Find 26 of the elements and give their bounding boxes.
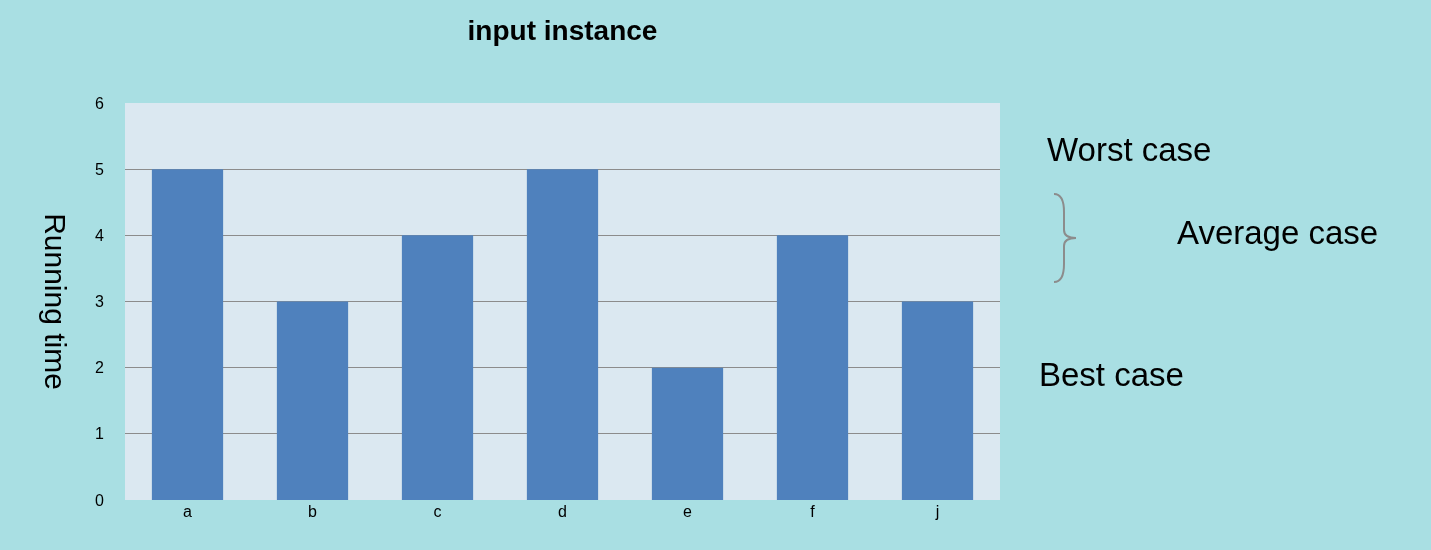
y-axis-title: Running time bbox=[39, 213, 73, 390]
x-tick-label: e bbox=[683, 503, 693, 520]
text: Average case bbox=[1177, 214, 1379, 251]
bar bbox=[151, 169, 224, 500]
y-tick-label: 6 bbox=[95, 94, 105, 112]
y-tick-label: 2 bbox=[95, 359, 105, 377]
text: Worst case bbox=[1047, 131, 1212, 168]
bar bbox=[901, 301, 974, 500]
y-tick-label: 5 bbox=[95, 160, 105, 178]
y-tick-label: 0 bbox=[95, 491, 105, 509]
y-tick-label: 3 bbox=[95, 293, 105, 311]
y-tick-label: 1 bbox=[95, 425, 105, 443]
x-tick-label: b bbox=[308, 503, 318, 520]
bar bbox=[651, 367, 724, 500]
bar bbox=[526, 169, 599, 500]
chart-title: input instance bbox=[467, 15, 658, 47]
x-tick-label: c bbox=[433, 503, 442, 520]
bar bbox=[776, 235, 849, 500]
text: Best case bbox=[1039, 356, 1184, 393]
bar bbox=[276, 301, 349, 500]
y-tick-label: 4 bbox=[95, 226, 105, 244]
x-tick-label: a bbox=[183, 503, 193, 520]
x-tick-label: f bbox=[810, 503, 816, 520]
x-tick-label: j bbox=[934, 503, 940, 520]
x-tick-label: d bbox=[558, 503, 567, 520]
bar bbox=[401, 235, 474, 500]
